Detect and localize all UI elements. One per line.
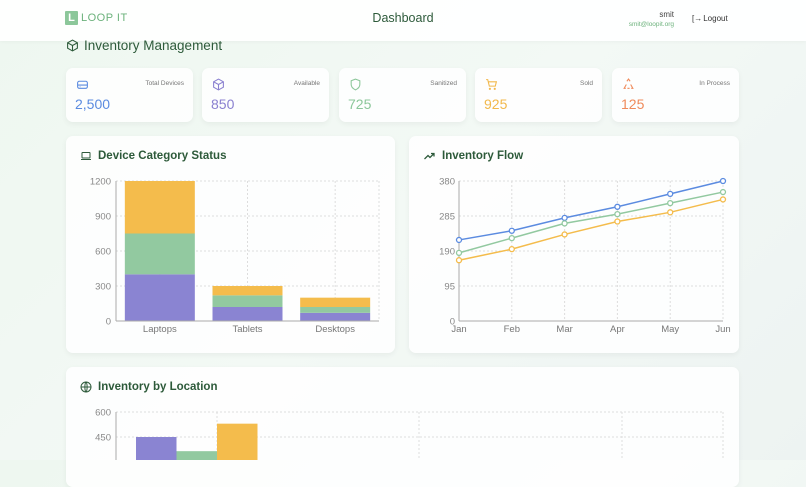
stat-value: 850 [211, 96, 235, 112]
hard-drive-icon [77, 80, 88, 89]
stat-label: Available [293, 80, 320, 87]
stat-label: Total Devices [145, 80, 184, 87]
stat-value: 925 [484, 96, 508, 112]
card-title-text: Device Category Status [98, 150, 227, 162]
section-title-text: Inventory Management [84, 38, 223, 53]
stat-card: Available 850 [202, 68, 329, 122]
stat-label: Sanitized [430, 80, 457, 87]
inventory-flow-card: Inventory Flow [409, 136, 739, 353]
top-header: L LOOP IT Dashboard smit smit@loopit.org… [0, 0, 806, 41]
recycle-icon [623, 78, 634, 89]
card-title-text: Inventory by Location [98, 381, 218, 393]
stat-card: Sold 925 [475, 68, 602, 122]
shield-icon [350, 78, 361, 91]
card-title: Inventory by Location [80, 381, 218, 393]
card-title-text: Inventory Flow [442, 150, 524, 162]
package-icon [213, 78, 224, 91]
user-info: smit smit@loopit.org [629, 10, 674, 28]
logo[interactable]: L LOOP IT [65, 11, 128, 25]
logo-text: LOOP IT [81, 12, 128, 24]
stat-card: Sanitized 725 [339, 68, 466, 122]
user-email: smit@loopit.org [628, 21, 674, 28]
stat-label: In Process [699, 80, 730, 87]
laptop-icon [81, 152, 91, 160]
trending-up-icon [424, 152, 435, 160]
card-title: Inventory Flow [423, 150, 523, 162]
stat-value: 725 [348, 96, 372, 112]
logout-icon: [→ [692, 14, 703, 23]
logout-button[interactable]: [→ Logout [692, 14, 728, 23]
package-icon [67, 39, 78, 52]
logout-label: Logout [703, 14, 728, 23]
section-title: Inventory Management [66, 38, 222, 53]
logo-mark: L [65, 11, 78, 25]
page-title: Dashboard [372, 11, 434, 25]
user-name: smit [659, 10, 674, 19]
cart-icon [486, 79, 498, 90]
card-title: Device Category Status [80, 150, 226, 162]
stat-value: 2,500 [75, 96, 111, 112]
globe-icon [80, 381, 92, 393]
stat-card: Total Devices 2,500 [66, 68, 193, 122]
stat-label: Sold [579, 80, 593, 87]
location-card: Inventory by Location [66, 367, 739, 487]
device-category-card: Device Category Status [66, 136, 395, 353]
stat-card: In Process 125 [612, 68, 739, 122]
stat-value: 125 [621, 96, 645, 112]
